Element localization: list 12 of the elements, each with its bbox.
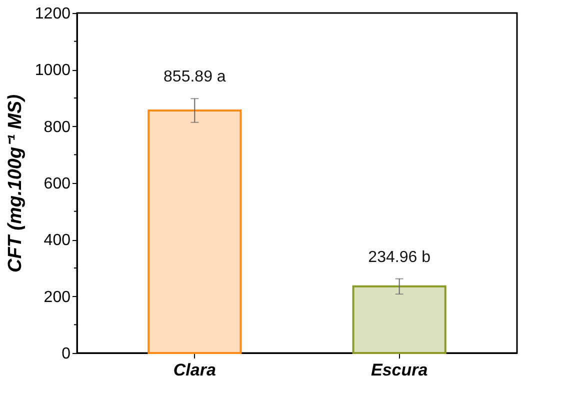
y-axis-title: CFT (mg.100g⁻¹ MS) xyxy=(4,94,26,273)
y-tick-label: 1000 xyxy=(34,62,71,80)
y-tick-label: 0 xyxy=(62,346,71,362)
y-tick-label: 400 xyxy=(44,232,71,250)
x-tick-label: Clara xyxy=(173,360,216,380)
x-tick-label: Escura xyxy=(370,360,428,380)
y-tick-label: 800 xyxy=(44,118,71,136)
y-tick-label: 600 xyxy=(44,176,71,192)
data-label: 234.96 b xyxy=(368,248,431,266)
y-tick-label: 1200 xyxy=(34,6,71,22)
y-tick-label: 200 xyxy=(44,288,71,306)
data-label: 855.89 a xyxy=(164,68,226,86)
